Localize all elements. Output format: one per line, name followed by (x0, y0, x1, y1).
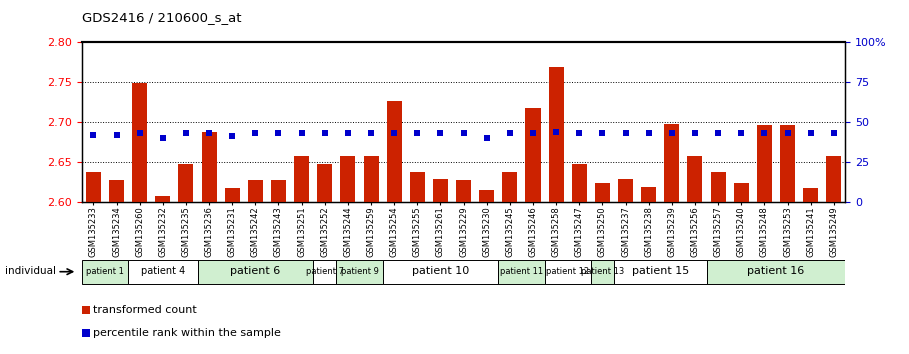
Bar (109, 180, 124, 202)
Bar (544, 260, 591, 284)
Bar (525, 108, 541, 202)
Bar (572, 164, 587, 202)
Point (804, 131, 818, 136)
Bar (364, 156, 378, 202)
Bar (155, 196, 170, 202)
Bar (85, 172, 101, 202)
Point (387, 131, 402, 136)
Point (479, 135, 494, 141)
Bar (479, 190, 494, 202)
Text: patient 10: patient 10 (412, 266, 469, 276)
Point (78, 330, 93, 336)
Bar (225, 188, 240, 202)
Point (133, 131, 147, 136)
Point (525, 131, 540, 136)
Point (618, 131, 633, 136)
Bar (503, 172, 517, 202)
Point (271, 131, 285, 136)
Point (364, 131, 378, 136)
Point (826, 131, 841, 136)
Point (549, 129, 564, 135)
Text: patient 1: patient 1 (86, 267, 124, 276)
Point (410, 131, 425, 136)
Point (109, 132, 124, 138)
Bar (295, 156, 309, 202)
Bar (433, 179, 448, 202)
Bar (340, 156, 355, 202)
Text: patient 12: patient 12 (546, 267, 589, 276)
Bar (664, 124, 679, 202)
Bar (594, 183, 610, 202)
Point (317, 131, 332, 136)
Bar (178, 164, 194, 202)
Text: patient 9: patient 9 (341, 267, 378, 276)
Bar (317, 164, 333, 202)
Text: transformed count: transformed count (94, 305, 197, 315)
Text: patient 15: patient 15 (632, 266, 689, 276)
Point (688, 131, 703, 136)
Bar (687, 156, 703, 202)
Text: GDS2416 / 210600_s_at: GDS2416 / 210600_s_at (82, 11, 241, 24)
Bar (456, 180, 471, 202)
Bar (271, 180, 286, 202)
Bar (757, 125, 772, 202)
Text: patient 4: patient 4 (141, 266, 185, 276)
Bar (383, 260, 498, 284)
Point (456, 131, 471, 136)
Point (86, 132, 101, 138)
Point (780, 131, 794, 136)
Text: patient 13: patient 13 (581, 267, 624, 276)
Bar (410, 172, 425, 202)
Text: individual: individual (5, 266, 55, 276)
Bar (128, 260, 197, 284)
Bar (711, 172, 725, 202)
Bar (248, 180, 263, 202)
Point (202, 131, 216, 136)
Bar (591, 260, 614, 284)
Point (225, 133, 239, 139)
Point (642, 131, 656, 136)
Bar (706, 260, 845, 284)
Point (78, 307, 93, 313)
Text: patient 16: patient 16 (747, 266, 804, 276)
Bar (498, 260, 544, 284)
Bar (386, 101, 402, 202)
Bar (336, 260, 383, 284)
Point (572, 131, 586, 136)
Text: patient 11: patient 11 (500, 267, 543, 276)
Point (248, 131, 263, 136)
Bar (614, 260, 706, 284)
Point (734, 131, 748, 136)
Point (757, 131, 772, 136)
Bar (780, 125, 795, 202)
Point (155, 135, 170, 141)
Point (664, 131, 679, 136)
Bar (826, 156, 842, 202)
Bar (734, 183, 749, 202)
Point (434, 131, 448, 136)
Bar (549, 67, 564, 202)
Point (595, 131, 610, 136)
Point (341, 131, 355, 136)
Text: percentile rank within the sample: percentile rank within the sample (94, 328, 281, 338)
Bar (618, 179, 633, 202)
Bar (804, 188, 818, 202)
Bar (82, 260, 128, 284)
Bar (132, 83, 147, 202)
Text: patient 7: patient 7 (305, 267, 344, 276)
Point (503, 131, 517, 136)
Bar (314, 260, 336, 284)
Bar (197, 260, 314, 284)
Point (295, 131, 309, 136)
Text: patient 6: patient 6 (230, 266, 281, 276)
Point (179, 131, 194, 136)
Bar (641, 188, 656, 202)
Point (711, 131, 725, 136)
Bar (202, 132, 216, 202)
